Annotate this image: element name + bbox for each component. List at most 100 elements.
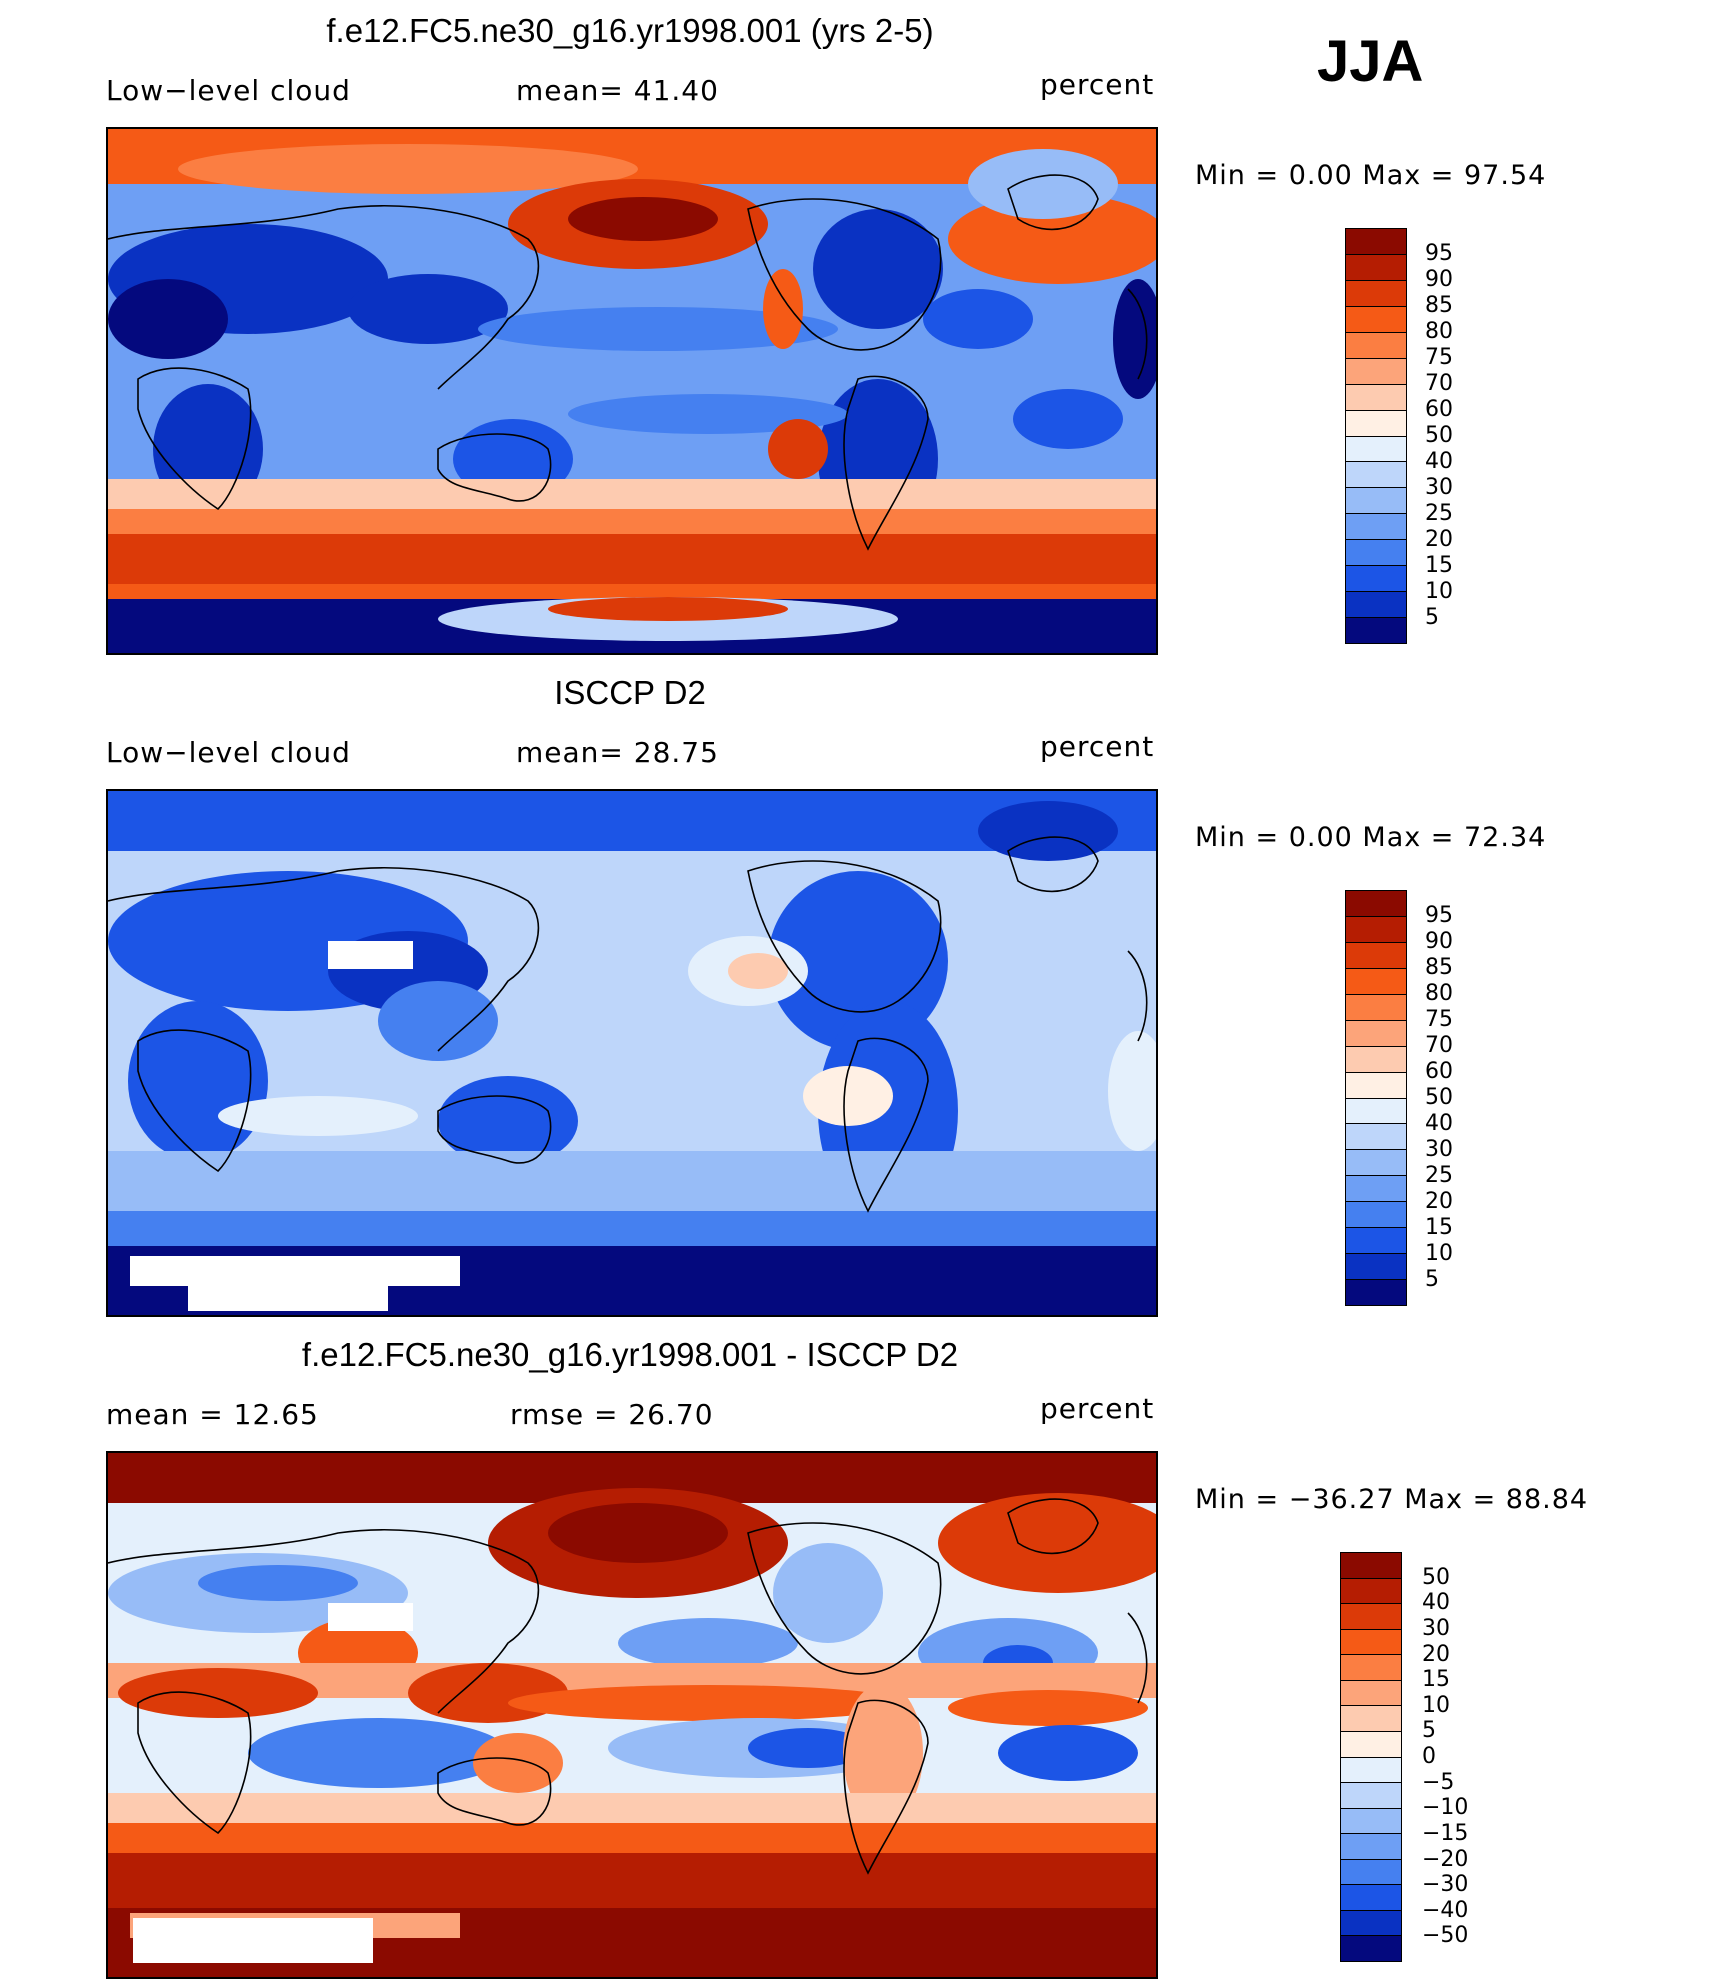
- colorbar-tick-label: 50: [1425, 423, 1453, 448]
- colorbar-tick-label: 85: [1425, 955, 1453, 980]
- panel3-units-label: percent: [1040, 1392, 1155, 1425]
- colorbar-tick-label: 10: [1425, 579, 1453, 604]
- panel3-title: f.e12.FC5.ne30_g16.yr1998.001 - ISCCP D2: [301, 1336, 959, 1373]
- colorbar-tick-label: 60: [1425, 1059, 1453, 1084]
- colorbar-tick-label: 30: [1422, 1615, 1450, 1641]
- north-atlantic-bias: [938, 1493, 1156, 1593]
- colorbar-swatch: [1341, 1655, 1401, 1681]
- region-shape: [568, 394, 848, 434]
- region-shape: [568, 197, 718, 241]
- colorbar-swatch: [1346, 566, 1406, 593]
- colorbar-tick-label: 70: [1425, 1033, 1453, 1058]
- colorbar-swatch: [1341, 1910, 1401, 1937]
- colorbar-swatch: [1346, 332, 1406, 359]
- colorbar-swatch: [1346, 488, 1406, 515]
- colorbar-swatch: [1341, 1604, 1401, 1630]
- coastlines: [108, 836, 1148, 1213]
- colorbar-tick-label: 80: [1425, 319, 1453, 344]
- season-label: JJA: [1317, 29, 1424, 94]
- region-shape: [998, 1725, 1138, 1781]
- colorbar-swatch: [1341, 1834, 1401, 1860]
- colorbar-swatch: [1346, 592, 1406, 619]
- region-shape: [178, 144, 638, 194]
- region-shape: [748, 1728, 868, 1768]
- colorbar-tick-label: 75: [1425, 345, 1453, 370]
- panel3-map-svg: [108, 1453, 1156, 1977]
- missing-data-tibet: [328, 941, 413, 969]
- region-shape: [508, 1685, 908, 1721]
- region-shape: [198, 1565, 358, 1601]
- greenland-region: [978, 801, 1118, 861]
- colorbar-swatch: [1341, 1553, 1401, 1579]
- north-america-region: [773, 1543, 883, 1643]
- colorbar-tick-label: −10: [1422, 1795, 1469, 1821]
- peru-stratocumulus: [768, 419, 828, 479]
- region-shape: [948, 1690, 1148, 1726]
- se-pacific-high: [803, 1066, 893, 1126]
- colorbar-swatch: [1346, 1254, 1406, 1281]
- region-shape: [108, 509, 1156, 534]
- region-shape: [218, 1096, 418, 1136]
- colorbar-swatch: [1346, 436, 1406, 463]
- region-shape: [108, 479, 1156, 509]
- colorbar-tick-label: −15: [1422, 1820, 1469, 1846]
- colorbar-tick-label: −30: [1422, 1872, 1469, 1898]
- panel1-units-label: percent: [1040, 68, 1155, 101]
- colorbar-swatch: [1346, 384, 1406, 411]
- greenland-region: [968, 149, 1118, 219]
- colorbar-tick-label: 25: [1425, 501, 1453, 526]
- region-shape: [548, 597, 788, 621]
- colorbar-tick-label: 30: [1425, 1137, 1453, 1162]
- colorbar-swatch: [1341, 1757, 1401, 1784]
- region-shape: [1013, 389, 1123, 449]
- region-shape: [1113, 279, 1156, 399]
- colorbar-tick-label: 50: [1425, 1085, 1453, 1110]
- panel1-min-max: Min = 0.00 Max = 97.54: [1195, 160, 1547, 191]
- colorbar-tick-label: −50: [1422, 1923, 1469, 1949]
- colorbar-tick-label: −20: [1422, 1846, 1469, 1872]
- panel2-mean-label: mean= 28.75: [516, 736, 719, 769]
- colorbar-tick-label: 50: [1422, 1564, 1450, 1590]
- colorbar-swatch: [1346, 1020, 1406, 1047]
- colorbar-swatch: [1346, 358, 1406, 385]
- colorbar-swatch: [1341, 1885, 1401, 1911]
- colorbar-swatch: [1346, 540, 1406, 567]
- colorbar-tick-label: 70: [1425, 371, 1453, 396]
- colorbar-swatch: [1346, 1150, 1406, 1177]
- colorbar-tick-label: 20: [1425, 1189, 1453, 1214]
- colorbar-swatch: [1346, 916, 1406, 943]
- panel3-mean-label: mean = 12.65: [106, 1398, 319, 1431]
- colorbar-swatch: [1346, 968, 1406, 995]
- colorbar-tick-label: 0: [1422, 1744, 1436, 1769]
- colorbar-swatch: [1341, 1680, 1401, 1707]
- colorbar-tick-label: −40: [1422, 1897, 1469, 1923]
- south-america-region: [843, 1683, 923, 1823]
- north-america-region: [813, 209, 943, 329]
- region-shape: [118, 1668, 318, 1718]
- region-shape: [108, 1823, 1156, 1853]
- colorbar-tick-label: 60: [1425, 397, 1453, 422]
- missing-data-antarctica: [130, 1256, 460, 1286]
- southern-ocean-bias: [108, 1853, 1156, 1908]
- colorbar-tick-label: 75: [1425, 1007, 1453, 1032]
- panel2-colorbar: [1345, 890, 1407, 1306]
- panel2-units-label: percent: [1040, 730, 1155, 763]
- colorbar-swatch: [1341, 1936, 1401, 1961]
- colorbar-tick-label: 20: [1425, 527, 1453, 552]
- panel1-map-svg: [108, 129, 1156, 653]
- panel1-title: f.e12.FC5.ne30_g16.yr1998.001 (yrs 2-5): [326, 12, 934, 49]
- missing-data-antarctica: [133, 1918, 373, 1963]
- panel2-map-svg: [108, 791, 1156, 1315]
- colorbar-tick-label: 40: [1425, 1111, 1453, 1136]
- panel2-min-max: Min = 0.00 Max = 72.34: [1195, 822, 1547, 853]
- colorbar-swatch: [1346, 306, 1406, 333]
- panel3-map: [106, 1451, 1158, 1979]
- colorbar-swatch: [1346, 942, 1406, 969]
- colorbar-swatch: [1346, 994, 1406, 1021]
- colorbar-swatch: [1346, 1176, 1406, 1203]
- panel1-mean-label: mean= 41.40: [516, 74, 719, 107]
- coastlines: [108, 174, 1148, 551]
- missing-data-tibet: [328, 1603, 413, 1631]
- colorbar-swatch: [1341, 1629, 1401, 1656]
- colorbar-swatch: [1341, 1783, 1401, 1809]
